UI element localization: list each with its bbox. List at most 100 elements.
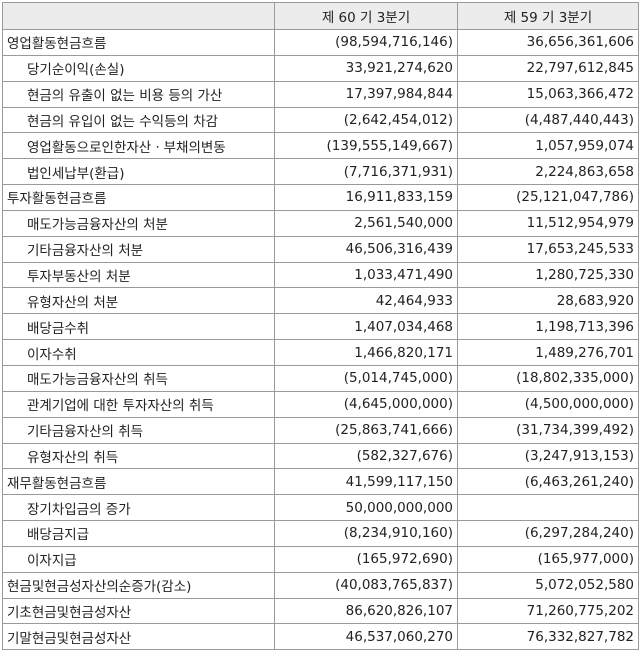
row-label: 유형자산의 취득 [2, 442, 275, 470]
table-row: 배당금지급 (8,234,910,160) (6,297,284,240) [2, 520, 639, 547]
current-period-value: (5,014,745,000) [274, 364, 458, 392]
row-label: 기초현금및현금성자산 [2, 597, 275, 625]
table-row: 이자수취 1,466,820,171 1,489,276,701 [2, 339, 639, 366]
table-row: 현금의 유입이 없는 수익등의 차감 (2,642,454,012) (4,487,… [2, 106, 639, 134]
previous-period-value: 2,224,863,658 [457, 158, 639, 186]
table-row: 영업활동으로인한자산ㆍ부채의변동 (139,555,149,667) 1,057,9… [2, 132, 639, 160]
current-period-value: 1,033,471,490 [274, 261, 458, 289]
row-label: 투자활동현금흐름 [2, 184, 275, 211]
table-row: 기타금융자산의 취득 (25,863,741,666) (31,734,399,49… [2, 416, 639, 444]
current-period-value: (139,555,149,667) [274, 132, 458, 160]
cash-flow-table: 제 60 기 3분기 제 59 기 3분기 영업활동현금흐름 (98,594,71… [2, 2, 639, 651]
current-period-value: (165,972,690) [274, 545, 458, 573]
row-label: 기말현금및현금성자산 [2, 623, 275, 651]
previous-period-value: 76,332,827,782 [457, 623, 639, 651]
current-period-value: (25,863,741,666) [274, 416, 458, 444]
current-period-value: (40,083,765,837) [274, 571, 458, 599]
previous-period-value: (6,463,261,240) [457, 468, 639, 496]
current-period-value: (582,327,676) [274, 442, 458, 470]
table-row: 매도가능금융자산의 처분 2,561,540,000 11,512,954,979 [2, 209, 639, 237]
previous-period-value: 1,057,959,074 [457, 132, 639, 160]
current-period-value: 50,000,000,000 [274, 494, 458, 522]
table-row: 현금및현금성자산의순증가(감소) (40,083,765,837) 5,072,05… [2, 571, 639, 599]
previous-period-value: 36,656,361,606 [457, 29, 639, 56]
previous-period-value: 22,797,612,845 [457, 54, 639, 82]
table-row: 기말현금및현금성자산 46,537,060,270 76,332,827,782 [2, 623, 639, 651]
current-period-value: 1,466,820,171 [274, 339, 458, 366]
row-label: 기타금융자산의 취득 [2, 416, 275, 444]
row-label: 유형자산의 처분 [2, 287, 275, 315]
row-label: 이자수취 [2, 339, 275, 366]
previous-period-value: (18,802,335,000) [457, 364, 639, 392]
previous-period-value: 11,512,954,979 [457, 209, 639, 237]
current-period-value: 2,561,540,000 [274, 209, 458, 237]
previous-period-value: (3,247,913,153) [457, 442, 639, 470]
current-period-value: (7,716,371,931) [274, 158, 458, 186]
previous-period-value: (4,500,000,000) [457, 390, 639, 418]
current-period-value: 41,599,117,150 [274, 468, 458, 496]
current-period-value: (4,645,000,000) [274, 390, 458, 418]
table-row: 이자지급 (165,972,690) (165,977,000) [2, 545, 639, 573]
header-blank-cell [2, 2, 275, 30]
row-label: 기타금융자산의 처분 [2, 235, 275, 263]
current-period-value: (98,594,716,146) [274, 29, 458, 56]
table-row: 매도가능금융자산의 취득 (5,014,745,000) (18,802,335,0… [2, 364, 639, 392]
current-period-value: 46,506,316,439 [274, 235, 458, 263]
current-period-value: 46,537,060,270 [274, 623, 458, 651]
previous-period-value: 17,653,245,533 [457, 235, 639, 263]
row-label: 장기차입금의 증가 [2, 494, 275, 522]
current-period-value: 16,911,833,159 [274, 184, 458, 211]
row-label: 배당금지급 [2, 520, 275, 547]
table-row: 유형자산의 처분 42,464,933 28,683,920 [2, 287, 639, 315]
row-label: 영업활동현금흐름 [2, 29, 275, 56]
header-row: 제 60 기 3분기 제 59 기 3분기 [2, 2, 639, 30]
table-row: 유형자산의 취득 (582,327,676) (3,247,913,153) [2, 442, 639, 470]
previous-period-value: (4,487,440,443) [457, 106, 639, 134]
current-period-value: (8,234,910,160) [274, 520, 458, 547]
previous-period-value: (31,734,399,492) [457, 416, 639, 444]
previous-period-value: 1,489,276,701 [457, 339, 639, 366]
previous-period-value: (165,977,000) [457, 545, 639, 573]
previous-period-value: (25,121,047,786) [457, 184, 639, 211]
current-period-value: 42,464,933 [274, 287, 458, 315]
table-row: 기타금융자산의 처분 46,506,316,439 17,653,245,533 [2, 235, 639, 263]
table-row: 투자활동현금흐름 16,911,833,159 (25,121,047,786) [2, 184, 639, 211]
current-period-value: 33,921,274,620 [274, 54, 458, 82]
table-row: 영업활동현금흐름 (98,594,716,146) 36,656,361,606 [2, 29, 639, 56]
row-label: 관계기업에 대한 투자자산의 취득 [2, 390, 275, 418]
previous-period-value [457, 494, 639, 522]
current-period-value: 86,620,826,107 [274, 597, 458, 625]
previous-period-value: 1,198,713,396 [457, 313, 639, 341]
row-label: 배당금수취 [2, 313, 275, 341]
table-row: 재무활동현금흐름 41,599,117,150 (6,463,261,240) [2, 468, 639, 496]
previous-period-value: 1,280,725,330 [457, 261, 639, 289]
row-label: 당기순이익(손실) [2, 54, 275, 82]
row-label: 매도가능금융자산의 처분 [2, 209, 275, 237]
current-period-value: (2,642,454,012) [274, 106, 458, 134]
current-period-value: 17,397,984,844 [274, 80, 458, 108]
row-label: 법인세납부(환급) [2, 158, 275, 186]
table-row: 투자부동산의 처분 1,033,471,490 1,280,725,330 [2, 261, 639, 289]
table-row: 법인세납부(환급) (7,716,371,931) 2,224,863,658 [2, 158, 639, 186]
table-row: 당기순이익(손실) 33,921,274,620 22,797,612,845 [2, 54, 639, 82]
row-label: 투자부동산의 처분 [2, 261, 275, 289]
table-row: 현금의 유출이 없는 비용 등의 가산 17,397,984,844 15,063,… [2, 80, 639, 108]
current-period-value: 1,407,034,468 [274, 313, 458, 341]
table-row: 배당금수취 1,407,034,468 1,198,713,396 [2, 313, 639, 341]
previous-period-value: (6,297,284,240) [457, 520, 639, 547]
row-label: 현금및현금성자산의순증가(감소) [2, 571, 275, 599]
previous-period-value: 5,072,052,580 [457, 571, 639, 599]
row-label: 영업활동으로인한자산ㆍ부채의변동 [2, 132, 275, 160]
table-row: 장기차입금의 증가 50,000,000,000 [2, 494, 639, 522]
header-previous-period: 제 59 기 3분기 [457, 2, 639, 30]
row-label: 현금의 유입이 없는 수익등의 차감 [2, 106, 275, 134]
row-label: 이자지급 [2, 545, 275, 573]
previous-period-value: 28,683,920 [457, 287, 639, 315]
row-label: 재무활동현금흐름 [2, 468, 275, 496]
table-row: 관계기업에 대한 투자자산의 취득 (4,645,000,000) (4,500,0… [2, 390, 639, 418]
row-label: 현금의 유출이 없는 비용 등의 가산 [2, 80, 275, 108]
previous-period-value: 71,260,775,202 [457, 597, 639, 625]
previous-period-value: 15,063,366,472 [457, 80, 639, 108]
header-current-period: 제 60 기 3분기 [274, 2, 458, 30]
row-label: 매도가능금융자산의 취득 [2, 364, 275, 392]
